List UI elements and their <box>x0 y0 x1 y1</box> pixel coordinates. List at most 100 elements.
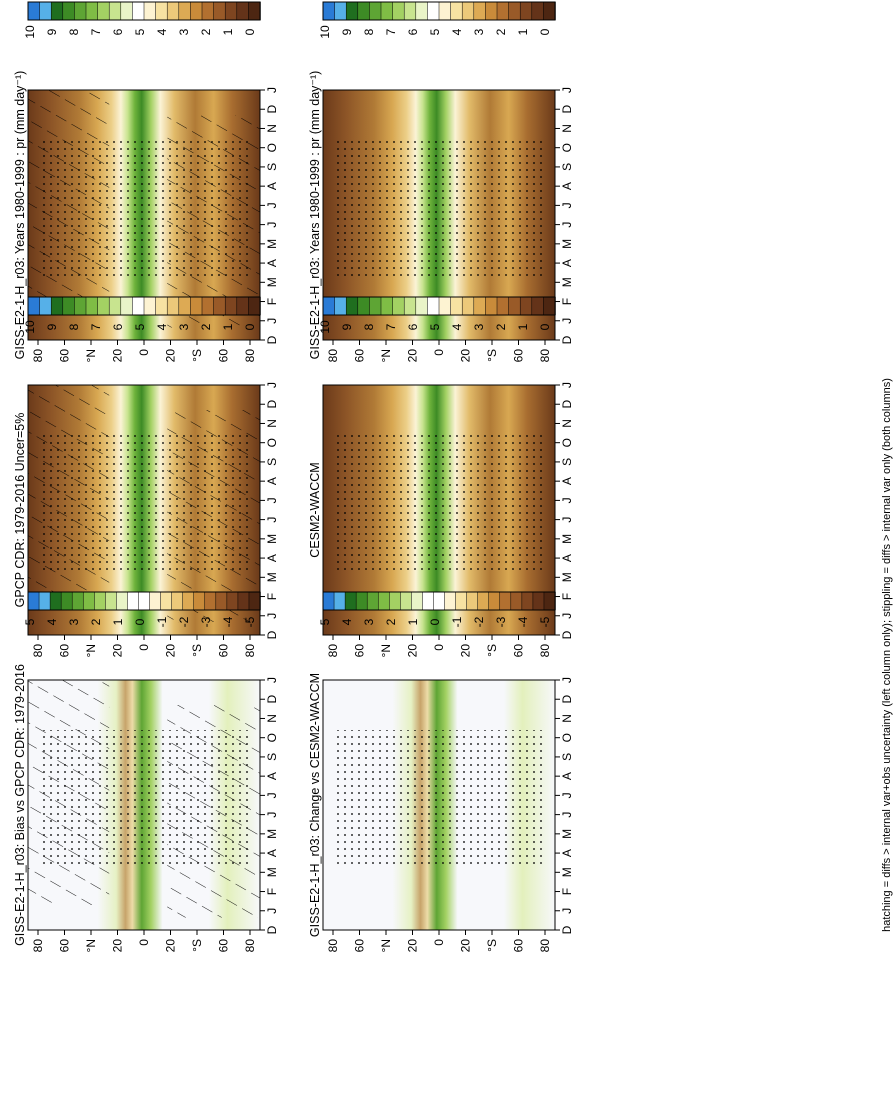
lat-label: 20 <box>406 349 420 363</box>
colorbar-swatch <box>322 591 335 611</box>
colorbar-label: -5 <box>538 616 552 627</box>
colorbar-swatch <box>155 1 168 21</box>
panel-title: CESM2-WACCM <box>308 462 322 557</box>
colorbar-label: -2 <box>472 616 486 627</box>
lat-label: °N <box>84 939 98 952</box>
month-label: O <box>265 438 279 447</box>
month-label: A <box>265 554 279 562</box>
colorbar: 10 9 8 7 6 5 4 3 2 1 0 <box>23 296 261 334</box>
colorbar-swatch <box>27 296 41 316</box>
month-label: S <box>265 753 279 761</box>
colorbar-swatch <box>236 296 250 316</box>
lat-label: °N <box>84 349 98 362</box>
colorbar-swatch <box>82 591 96 611</box>
colorbar-label: 3 <box>177 323 191 330</box>
colorbar-label: 3 <box>472 28 486 35</box>
colorbar-swatch <box>166 296 180 316</box>
lat-label: 20 <box>459 644 473 658</box>
panel-6: 5 4 3 2 1 0 -1 -2 -3 -4 -5 D J F M A M J J A S O N D J 80 60 °N 20 0 2… <box>308 591 574 953</box>
lat-label: 20 <box>111 349 125 363</box>
lat-label: °N <box>84 644 98 657</box>
colorbar-swatch <box>438 296 452 316</box>
colorbar-label: 2 <box>494 323 508 330</box>
colorbar-swatch <box>357 1 371 21</box>
colorbar-label: 3 <box>362 618 376 625</box>
colorbar: 10 9 8 7 6 5 4 3 2 1 0 <box>318 296 556 334</box>
month-label: F <box>560 593 574 600</box>
lat-label: 80 <box>31 644 45 658</box>
month-label: J <box>560 792 574 798</box>
colorbar-frame <box>322 296 556 316</box>
colorbar-label: 2 <box>199 28 213 35</box>
colorbar-label: 0 <box>428 618 442 625</box>
month-label: N <box>265 714 279 723</box>
colorbar-swatch <box>333 591 346 611</box>
month-label: J <box>265 318 279 324</box>
stippling-overlay <box>39 730 249 868</box>
colorbar-label: 5 <box>428 28 442 35</box>
colorbar-swatch <box>193 591 206 611</box>
lat-label: 20 <box>164 939 178 953</box>
colorbar-swatch <box>389 591 402 611</box>
lat-label: °S <box>190 349 204 362</box>
colorbar-swatch <box>357 296 371 316</box>
month-label: J <box>560 908 574 914</box>
colorbar-swatch <box>60 591 73 611</box>
month-label: A <box>265 477 279 485</box>
panel-title: GISS-E2-1-H_r03: Years 1980-1999 : pr (m… <box>308 71 322 360</box>
colorbar-swatch <box>155 296 168 316</box>
colorbar-swatch <box>438 1 452 21</box>
colorbar-swatch <box>473 1 487 21</box>
colorbar-label: 6 <box>406 28 420 35</box>
colorbar-swatch <box>160 591 173 611</box>
month-label: N <box>560 419 574 428</box>
month-label: D <box>265 630 279 639</box>
colorbar-label: 7 <box>384 323 398 330</box>
colorbar-label: -3 <box>199 616 213 627</box>
colorbar-label: 4 <box>450 28 464 35</box>
colorbar-label: 10 <box>23 320 37 334</box>
colorbar-swatch <box>380 1 394 21</box>
colorbar-label: 7 <box>89 28 103 35</box>
month-label: J <box>560 613 574 619</box>
colorbar: 10 9 8 7 6 5 4 3 2 1 0 <box>318 1 556 39</box>
month-label: A <box>560 849 574 857</box>
lat-label: 0 <box>432 939 446 946</box>
colorbar-frame <box>322 1 556 21</box>
colorbar-label: 5 <box>133 28 147 35</box>
colorbar-label: 1 <box>221 28 235 35</box>
stippling-overlay <box>334 140 544 278</box>
lat-label: 80 <box>326 349 340 363</box>
footnote: hatching = diffs > internal var+obs unce… <box>881 378 893 932</box>
lat-label: 20 <box>111 644 125 658</box>
colorbar-swatch <box>344 591 357 611</box>
month-label: J <box>265 792 279 798</box>
colorbar: 10 9 8 7 6 5 4 3 2 1 0 <box>23 1 261 39</box>
colorbar-swatch <box>50 1 64 21</box>
colorbar-swatch <box>178 1 192 21</box>
month-label: N <box>265 124 279 133</box>
colorbar-swatch <box>85 296 99 316</box>
colorbar-swatch <box>496 296 510 316</box>
lat-label: °N <box>379 939 393 952</box>
colorbar-label: 4 <box>155 323 169 330</box>
colorbar-swatch <box>510 591 523 611</box>
lat-label: 80 <box>538 939 552 953</box>
colorbar-swatch <box>334 296 347 316</box>
month-label: D <box>265 105 279 114</box>
month-label: J <box>560 222 574 228</box>
colorbar-label: 9 <box>340 28 354 35</box>
colorbar-swatch <box>466 591 479 611</box>
colorbar-swatch <box>415 296 429 316</box>
colorbar-label: 5 <box>133 323 147 330</box>
lat-label: 20 <box>459 349 473 363</box>
lat-label: 60 <box>512 349 526 363</box>
month-label: J <box>265 222 279 228</box>
month-label: S <box>560 753 574 761</box>
colorbar-label: 9 <box>45 323 59 330</box>
colorbar-label: 1 <box>516 28 530 35</box>
